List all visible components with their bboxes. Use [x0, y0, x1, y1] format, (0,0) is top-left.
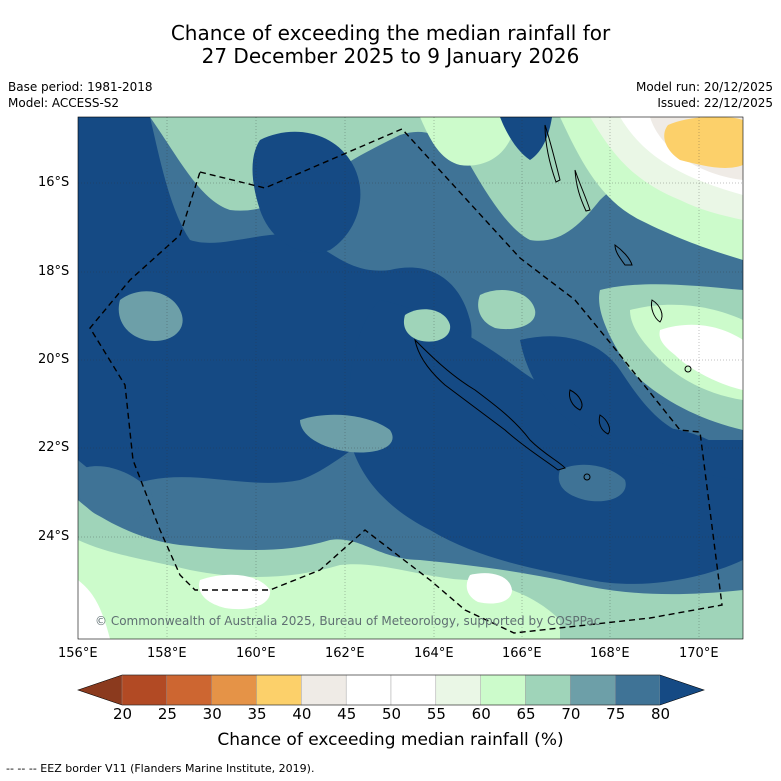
map-title-line1: Chance of exceeding the median rainfall … — [170, 21, 611, 45]
contour-35-tr — [664, 117, 743, 168]
colorbar — [77, 674, 705, 706]
contour-75-patch — [558, 464, 626, 502]
contour-65-patch2 — [478, 290, 536, 330]
contour-80-topright — [500, 117, 552, 160]
colorbar-cell — [121, 674, 168, 706]
colorbar-tick-label: 20 — [113, 705, 133, 723]
contour-70-patch2 — [300, 414, 393, 453]
loyalty-island-1 — [651, 299, 663, 323]
colorbar-cell — [345, 674, 392, 706]
base-period: Base period: 1981-2018 — [8, 80, 153, 94]
lat-label-20s: 20°S — [38, 352, 70, 367]
contour-80-center — [348, 300, 743, 584]
lon-label-170e: 170°E — [679, 646, 719, 661]
colorbar-tick-label: 45 — [337, 705, 357, 723]
colorbar-cell — [390, 674, 437, 706]
map-frame — [77, 116, 744, 640]
colorbar-cell — [570, 674, 616, 706]
vanuatu-island-1 — [544, 124, 561, 183]
eez-border — [89, 128, 723, 634]
contour-50-mr — [659, 324, 743, 390]
colorbar-title: Chance of exceeding median rainfall (%) — [217, 730, 564, 750]
copyright-notice: © Commonwealth of Australia 2025, Bureau… — [95, 614, 601, 628]
contour-80-top — [252, 131, 361, 253]
lon-label-160e: 160°E — [236, 646, 276, 661]
lon-label-162e: 162°E — [325, 646, 365, 661]
map-grid — [78, 117, 743, 639]
colorbar-outline — [77, 674, 705, 706]
colorbar-cell — [301, 674, 347, 706]
isle-of-pines — [583, 473, 591, 481]
lon-label-166e: 166°E — [502, 646, 542, 661]
map-title-line2: 27 December 2025 to 9 January 2026 — [201, 44, 580, 68]
colorbar-cell — [166, 674, 212, 706]
colorbar-tick-label: 30 — [202, 705, 222, 723]
colorbar-min-arrow — [78, 675, 122, 705]
lon-label-156e: 156°E — [58, 646, 98, 661]
contour-75-bl — [78, 466, 153, 521]
contour-60 — [78, 540, 560, 639]
eez-legend-footer: -- -- -- EEZ border V11 (Flanders Marine… — [6, 762, 315, 775]
colorbar-max-arrow — [660, 675, 704, 705]
loyalty-island-3 — [598, 414, 611, 435]
lat-label-22s: 22°S — [38, 440, 70, 455]
colorbar-tick-label: 35 — [247, 705, 267, 723]
colorbar-tick-label: 70 — [561, 705, 581, 723]
contour-80-right — [520, 336, 743, 480]
model-name: Model: ACCESS-S2 — [8, 96, 120, 110]
colorbar-cell — [211, 674, 257, 706]
colorbar-tick-label: 65 — [516, 705, 536, 723]
colorbar-tick-label: 80 — [651, 705, 671, 723]
small-island — [684, 365, 692, 373]
issued-date: Issued: 22/12/2025 — [657, 96, 773, 110]
contour-50a — [78, 580, 110, 639]
colorbar-cell — [614, 674, 661, 706]
model-run: Model run: 20/12/2025 — [635, 80, 773, 94]
lat-label-24s: 24°S — [38, 529, 70, 544]
map-contours — [78, 117, 743, 639]
colorbar-tick-label: 60 — [471, 705, 491, 723]
colorbar-tick-label: 40 — [292, 705, 312, 723]
contour-50-bottom — [199, 574, 271, 610]
loyalty-island-2 — [569, 389, 583, 411]
contour-65-patch — [403, 309, 451, 342]
colorbar-tick-label: 75 — [606, 705, 626, 723]
colorbar-cell — [480, 674, 526, 706]
lat-label-18s: 18°S — [38, 264, 70, 279]
vanuatu-island-3 — [614, 244, 633, 266]
colorbar-tick-label: 25 — [157, 705, 177, 723]
colorbar-tick-label: 55 — [426, 705, 446, 723]
lon-label-158e: 158°E — [147, 646, 187, 661]
colorbar-cell — [435, 674, 481, 706]
lon-label-164e: 164°E — [414, 646, 454, 661]
contour-50-bottom2 — [466, 573, 512, 604]
lat-label-16s: 16°S — [38, 175, 70, 190]
lon-label-168e: 168°E — [590, 646, 630, 661]
colorbar-cell — [525, 674, 571, 706]
contour-70-patch1 — [118, 291, 183, 341]
colorbar-cells — [121, 674, 661, 706]
colorbar-tick-label: 50 — [382, 705, 402, 723]
new-caledonia-island — [414, 338, 566, 471]
colorbar-cell — [256, 674, 302, 706]
